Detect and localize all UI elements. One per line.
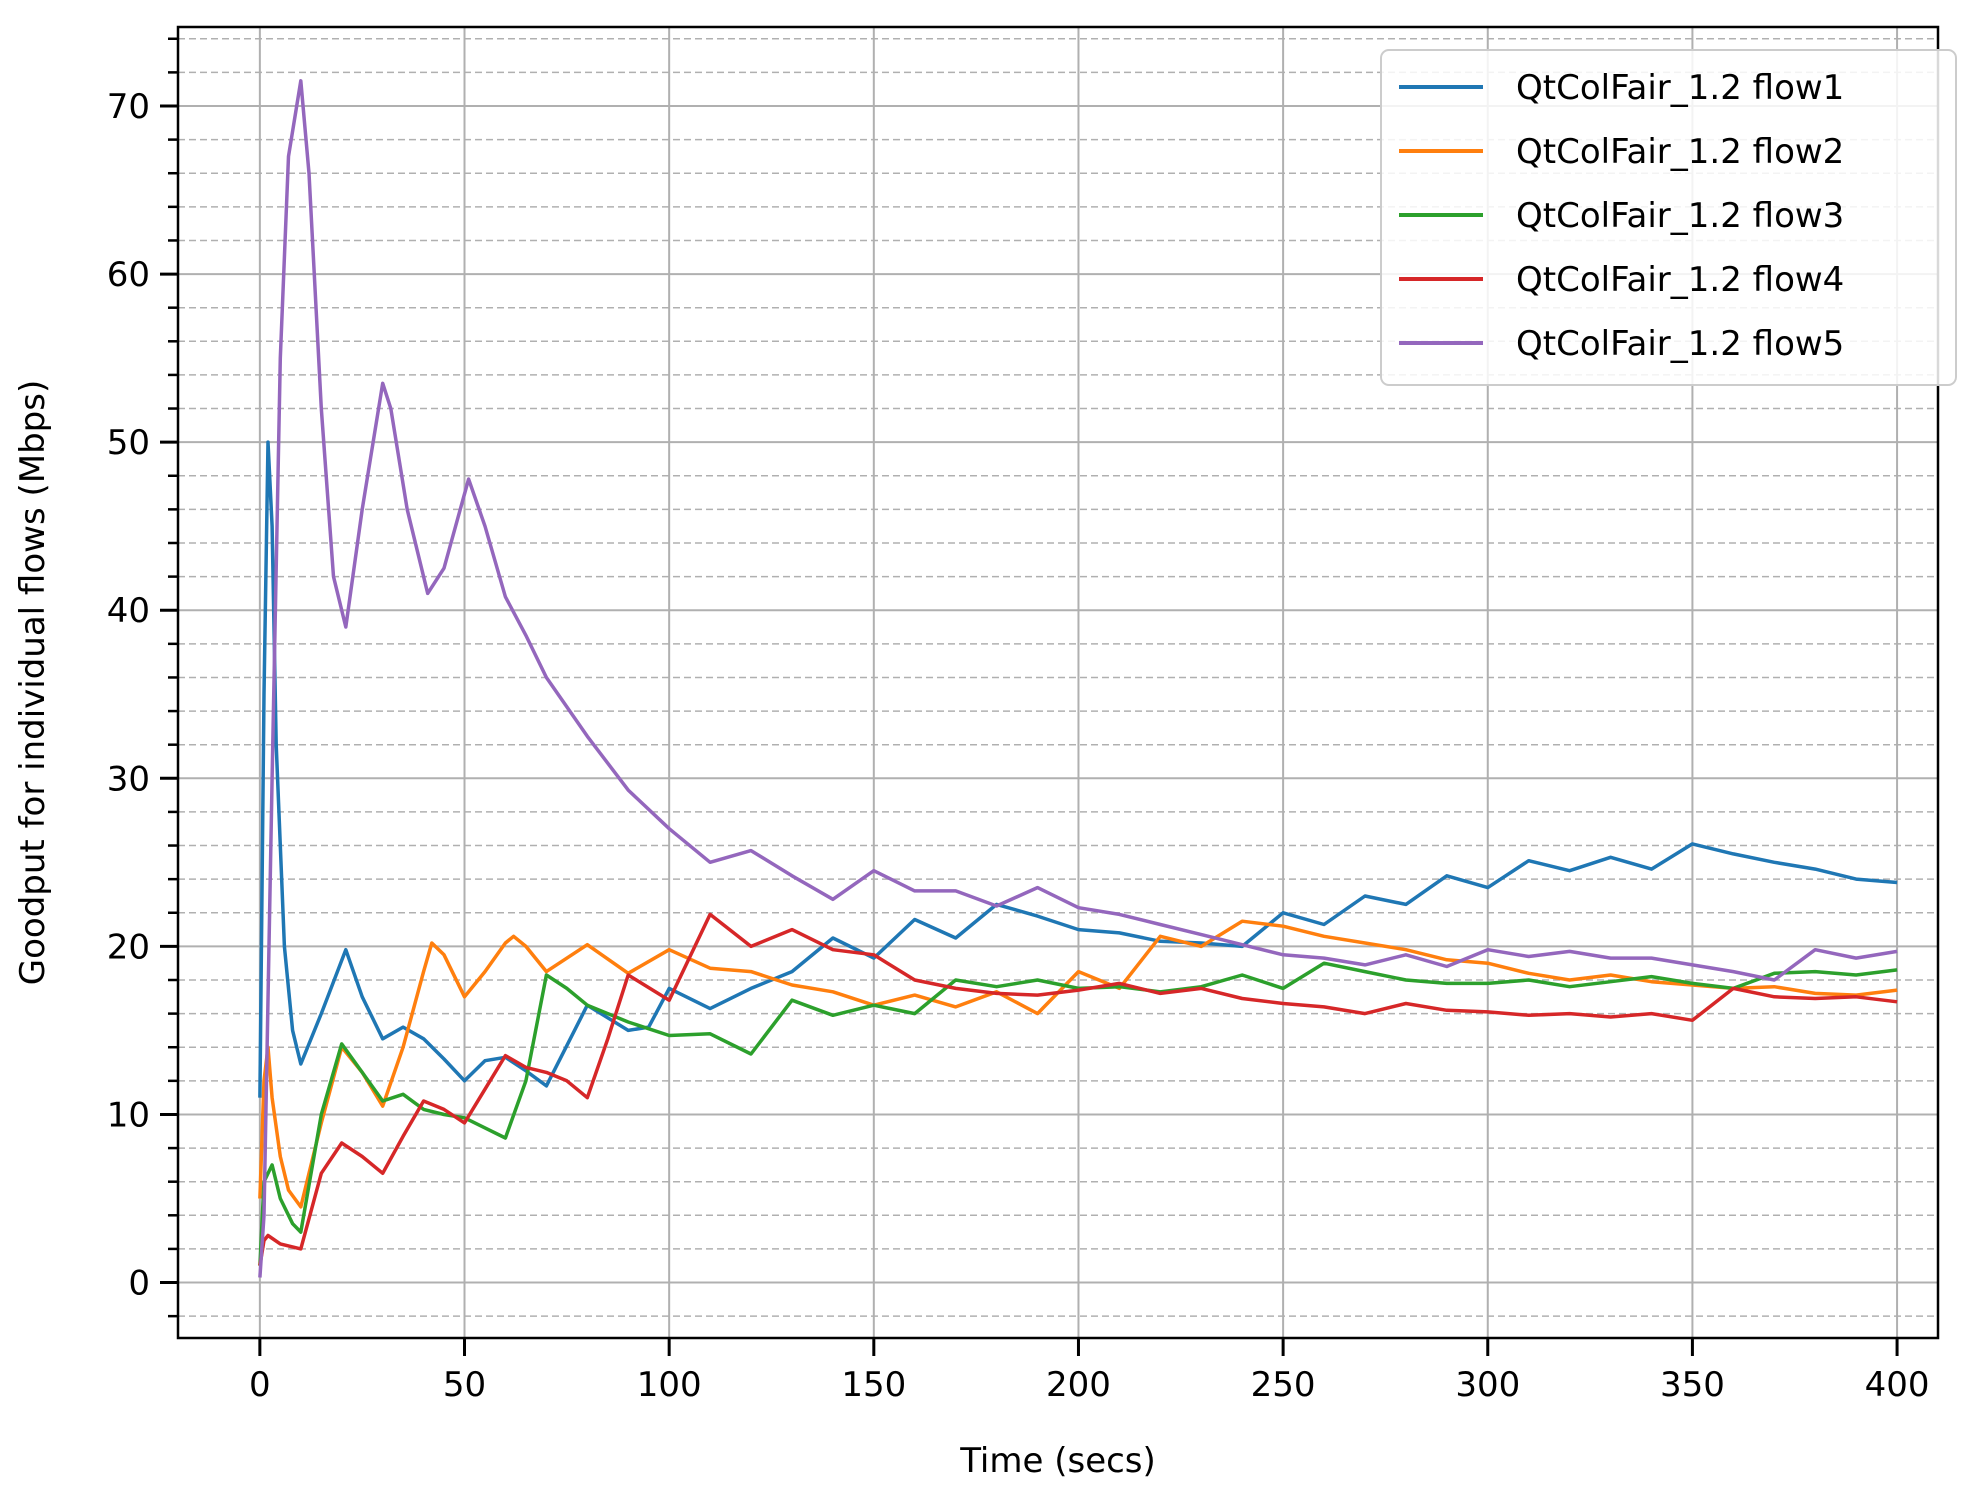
y-tick-label: 0 [128, 1264, 150, 1304]
legend-label-flow5: QtColFair_1.2 flow5 [1516, 324, 1844, 364]
y-tick-label: 10 [107, 1095, 150, 1135]
series-line-flow1 [258, 440, 1898, 1098]
x-axis-ticks: 0 50 100 150 200 250 300 350 400 [249, 1338, 1930, 1405]
series-line-flow5 [258, 79, 1898, 1278]
series-layer [258, 79, 1898, 1278]
series-line-flow4 [258, 912, 1898, 1266]
x-tick-label: 300 [1455, 1365, 1520, 1405]
y-tick-label: 60 [107, 255, 150, 295]
x-tick-label: 350 [1660, 1365, 1725, 1405]
x-axis-label: Time (secs) [959, 1441, 1156, 1481]
plot-frame [176, 25, 1940, 1340]
legend-label-flow3: QtColFair_1.2 flow3 [1516, 196, 1844, 236]
legend-label-flow1: QtColFair_1.2 flow1 [1516, 68, 1844, 108]
legend-box [1380, 49, 1957, 386]
x-tick-label: 0 [249, 1365, 271, 1405]
legend: QtColFair_1.2 flow1 QtColFair_1.2 flow2 Qt… [1380, 49, 1957, 386]
x-tick-label: 100 [637, 1365, 702, 1405]
x-tick-label: 50 [443, 1365, 486, 1405]
y-tick-label: 70 [107, 87, 150, 127]
x-tick-label: 150 [841, 1365, 906, 1405]
y-tick-label: 40 [107, 591, 150, 631]
y-tick-label: 50 [107, 423, 150, 463]
y-tick-label: 20 [107, 927, 150, 967]
y-axis-label: Goodput for individual flows (Mbps) [13, 380, 53, 985]
y-axis-ticks: 0 10 20 30 40 50 60 70 [107, 37, 178, 1318]
legend-label-flow4: QtColFair_1.2 flow4 [1516, 260, 1844, 300]
legend-label-flow2: QtColFair_1.2 flow2 [1516, 132, 1844, 172]
series-line-flow3 [258, 961, 1898, 1266]
y-tick-label: 30 [107, 759, 150, 799]
x-tick-label: 250 [1251, 1365, 1316, 1405]
x-tick-label: 200 [1046, 1365, 1111, 1405]
x-tick-label: 400 [1865, 1365, 1930, 1405]
